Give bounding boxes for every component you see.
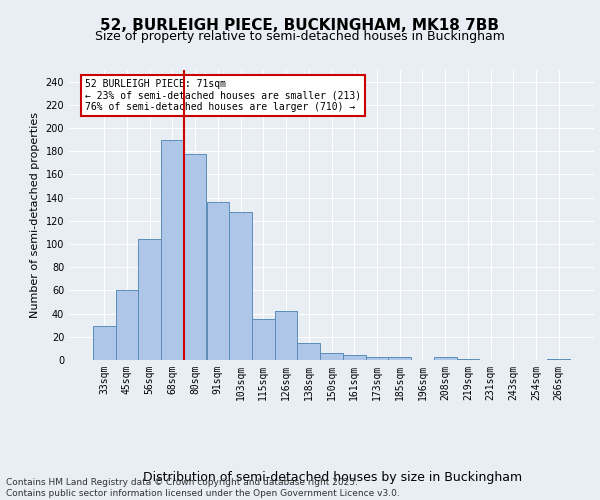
Bar <box>252 320 275 360</box>
Text: 52, BURLEIGH PIECE, BUCKINGHAM, MK18 7BB: 52, BURLEIGH PIECE, BUCKINGHAM, MK18 7BB <box>101 18 499 32</box>
Text: Distribution of semi-detached houses by size in Buckingham: Distribution of semi-detached houses by … <box>143 471 523 484</box>
Bar <box>206 202 229 360</box>
Bar <box>93 326 116 360</box>
Bar <box>320 353 343 360</box>
Bar <box>365 356 388 360</box>
Bar <box>434 356 457 360</box>
Bar <box>116 290 139 360</box>
Text: Contains HM Land Registry data © Crown copyright and database right 2025.
Contai: Contains HM Land Registry data © Crown c… <box>6 478 400 498</box>
Bar <box>184 154 206 360</box>
Bar <box>457 359 479 360</box>
Y-axis label: Number of semi-detached properties: Number of semi-detached properties <box>30 112 40 318</box>
Bar <box>547 359 570 360</box>
Bar <box>275 312 298 360</box>
Text: Size of property relative to semi-detached houses in Buckingham: Size of property relative to semi-detach… <box>95 30 505 43</box>
Bar <box>298 342 320 360</box>
Bar <box>161 140 184 360</box>
Bar <box>139 240 161 360</box>
Bar <box>388 356 411 360</box>
Bar <box>229 212 252 360</box>
Bar <box>343 356 365 360</box>
Text: 52 BURLEIGH PIECE: 71sqm
← 23% of semi-detached houses are smaller (213)
76% of : 52 BURLEIGH PIECE: 71sqm ← 23% of semi-d… <box>85 78 361 112</box>
